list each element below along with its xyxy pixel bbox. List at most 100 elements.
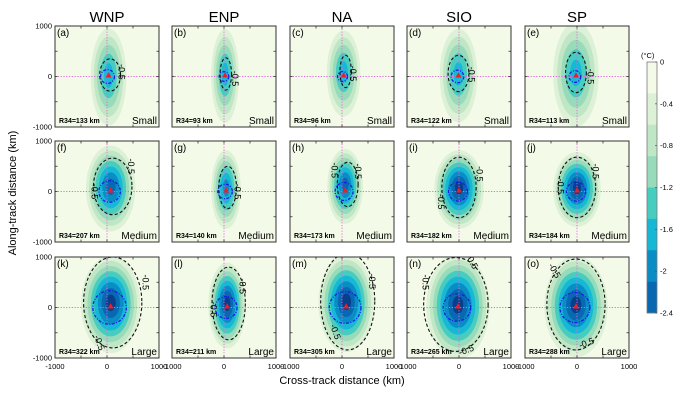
x-tick-label: 0 — [222, 362, 226, 371]
panel-h: -0.5 -0.5 (h) R34=173 km Medium — [289, 140, 395, 243]
panel-letter: (a) — [57, 28, 69, 39]
x-tick-label: 1000 — [503, 362, 520, 371]
panel-letter: (g) — [174, 143, 186, 154]
contour-minus-0.5 — [219, 57, 233, 91]
x-tick-label: 1000 — [621, 362, 638, 371]
size-category-label: Medium — [356, 231, 392, 242]
r34-value-label: R34=113 km — [529, 118, 569, 125]
panel-letter: (h) — [292, 143, 304, 154]
r34-radius-circle — [328, 290, 362, 325]
storm-center-marker — [456, 187, 462, 193]
panel-k: -0.5 -0.5 (k) R34=322 km Large -1000 0 1000 -100… — [33, 253, 168, 372]
contour-minus-0.5 — [546, 258, 606, 351]
contour-label: -0.5 — [436, 194, 446, 210]
colorbar-tick-label: -0.8 — [660, 141, 673, 150]
panel-plot-area: -0.5 — [172, 141, 276, 242]
panel-letter: (c) — [292, 28, 304, 39]
r34-value-label: R34=322 km — [59, 349, 100, 356]
contour-label: -0.5 — [577, 336, 595, 351]
r34-radius-circle — [218, 71, 230, 82]
y-tick-label: 1000 — [35, 253, 52, 262]
x-tick-label: -1000 — [397, 362, 416, 371]
contour-label: -0.5 — [230, 71, 240, 87]
contour-label: -0.5 — [328, 323, 343, 341]
column-title-na: NA — [332, 9, 353, 26]
size-category-label: Medium — [473, 231, 509, 242]
r34-radius-circle — [565, 181, 587, 202]
panel-plot-area: -0.5 — [172, 26, 276, 127]
contour-minus-0.5 — [83, 257, 143, 349]
colorbar-band — [647, 218, 657, 251]
x-tick-label: -1000 — [515, 362, 534, 371]
colorbar-band — [647, 156, 657, 188]
size-category-label: Medium — [121, 231, 157, 242]
size-category-label: Small — [602, 116, 627, 127]
panel-d: -0.5 (d) R34=122 km Small — [406, 25, 512, 128]
panel-plot-area: -0.5-0.5-0.5 — [407, 257, 511, 358]
storm-center-marker — [572, 72, 579, 78]
contour-label: -0.5 — [457, 343, 475, 358]
panel-letter: (i) — [409, 143, 418, 154]
x-tick-label: -1000 — [280, 362, 299, 371]
colorbar-bands — [647, 62, 657, 314]
storm-center-marker — [105, 72, 112, 78]
storm-center-marker — [343, 303, 350, 309]
column-title-wnp: WNP — [90, 9, 125, 26]
colorbar-tick-label: -2.4 — [660, 309, 673, 318]
r34-radius-circle — [92, 290, 127, 325]
colorbar-band — [647, 62, 657, 94]
r34-value-label: R34=122 km — [411, 118, 452, 125]
panel-a: -0.5 (a) R34=133 km Small -1000 0 1000 — [33, 22, 160, 132]
size-category-label: Large — [483, 347, 509, 358]
colorbar-tick-label: 0 — [660, 58, 664, 67]
panel-letter: (f) — [57, 143, 66, 154]
x-tick-label: 1000 — [151, 362, 168, 371]
colorbar-tick-label: -2 — [660, 267, 667, 276]
y-axis-label: Along-track distance (km) — [7, 131, 19, 256]
panel-plot-area: -0.5 -0.5 — [407, 141, 511, 242]
colorbar-band — [647, 124, 657, 157]
x-tick-label: 0 — [575, 362, 579, 371]
r34-value-label: R34=133 km — [59, 118, 100, 125]
storm-center-marker — [224, 303, 231, 309]
colorbar-band — [647, 250, 657, 282]
y-tick-label: -1000 — [33, 238, 52, 247]
contour-label: -0.5 — [353, 164, 363, 180]
contour-label: -0.5 — [92, 334, 107, 352]
panel-letter: (e) — [527, 28, 539, 39]
contour-minus-0.5 — [423, 257, 489, 352]
panel-j: -0.5 -0.5 (j) R34=184 km Medium — [524, 140, 630, 243]
panel-letter: (o) — [527, 259, 539, 270]
x-tick-label: 0 — [457, 362, 461, 371]
contour-minus-0.5 — [336, 161, 359, 208]
contour-label: -0.5 — [466, 67, 476, 83]
r34-radius-circle — [442, 293, 472, 322]
contour-minus-0.5 — [218, 165, 238, 210]
panel-letter: (n) — [409, 259, 421, 270]
size-category-label: Small — [484, 116, 509, 127]
contour-minus-0.5 — [320, 257, 376, 351]
panel-letter: (d) — [409, 28, 421, 39]
r34-radius-circle — [334, 181, 354, 202]
panel-n: -0.5-0.5-0.5(n)R34=265 km Large-1000 0 1000 — [397, 256, 520, 371]
r34-value-label: R34=207 km — [59, 233, 100, 240]
contour-label: -0.5 — [116, 64, 126, 80]
colorbar-tick-label: -1.2 — [660, 183, 673, 192]
contour-label: -0.5 — [421, 274, 431, 290]
contour-minus-0.5 — [441, 156, 477, 219]
panel-m: -0.5 -0.5 (m) R34=305 km Large -1000 0 1000 — [280, 256, 402, 371]
panel-e: -0.5 (e) R34=113 km Small — [524, 25, 630, 128]
panels-grid: -0.5 (a) R34=133 km Small -1000 0 1000 -0.5 (b) R… — [33, 22, 638, 372]
panel-i: -0.5 -0.5 (i) R34=182 km Medium — [406, 140, 512, 243]
contour-minus-0.5 — [99, 58, 122, 92]
r34-value-label: R34=265 km — [411, 349, 452, 356]
r34-radius-circle — [99, 68, 116, 85]
r34-value-label: R34=305 km — [294, 349, 335, 356]
size-category-label: Medium — [238, 231, 274, 242]
contour-minus-0.5 — [339, 54, 352, 89]
panel-g: -0.5 (g) R34=140 km Medium — [171, 140, 277, 243]
r34-value-label: R34=140 km — [176, 233, 217, 240]
y-tick-label: 0 — [48, 187, 52, 196]
x-axis-label: Cross-track distance (km) — [279, 375, 404, 387]
r34-radius-circle — [447, 181, 469, 202]
